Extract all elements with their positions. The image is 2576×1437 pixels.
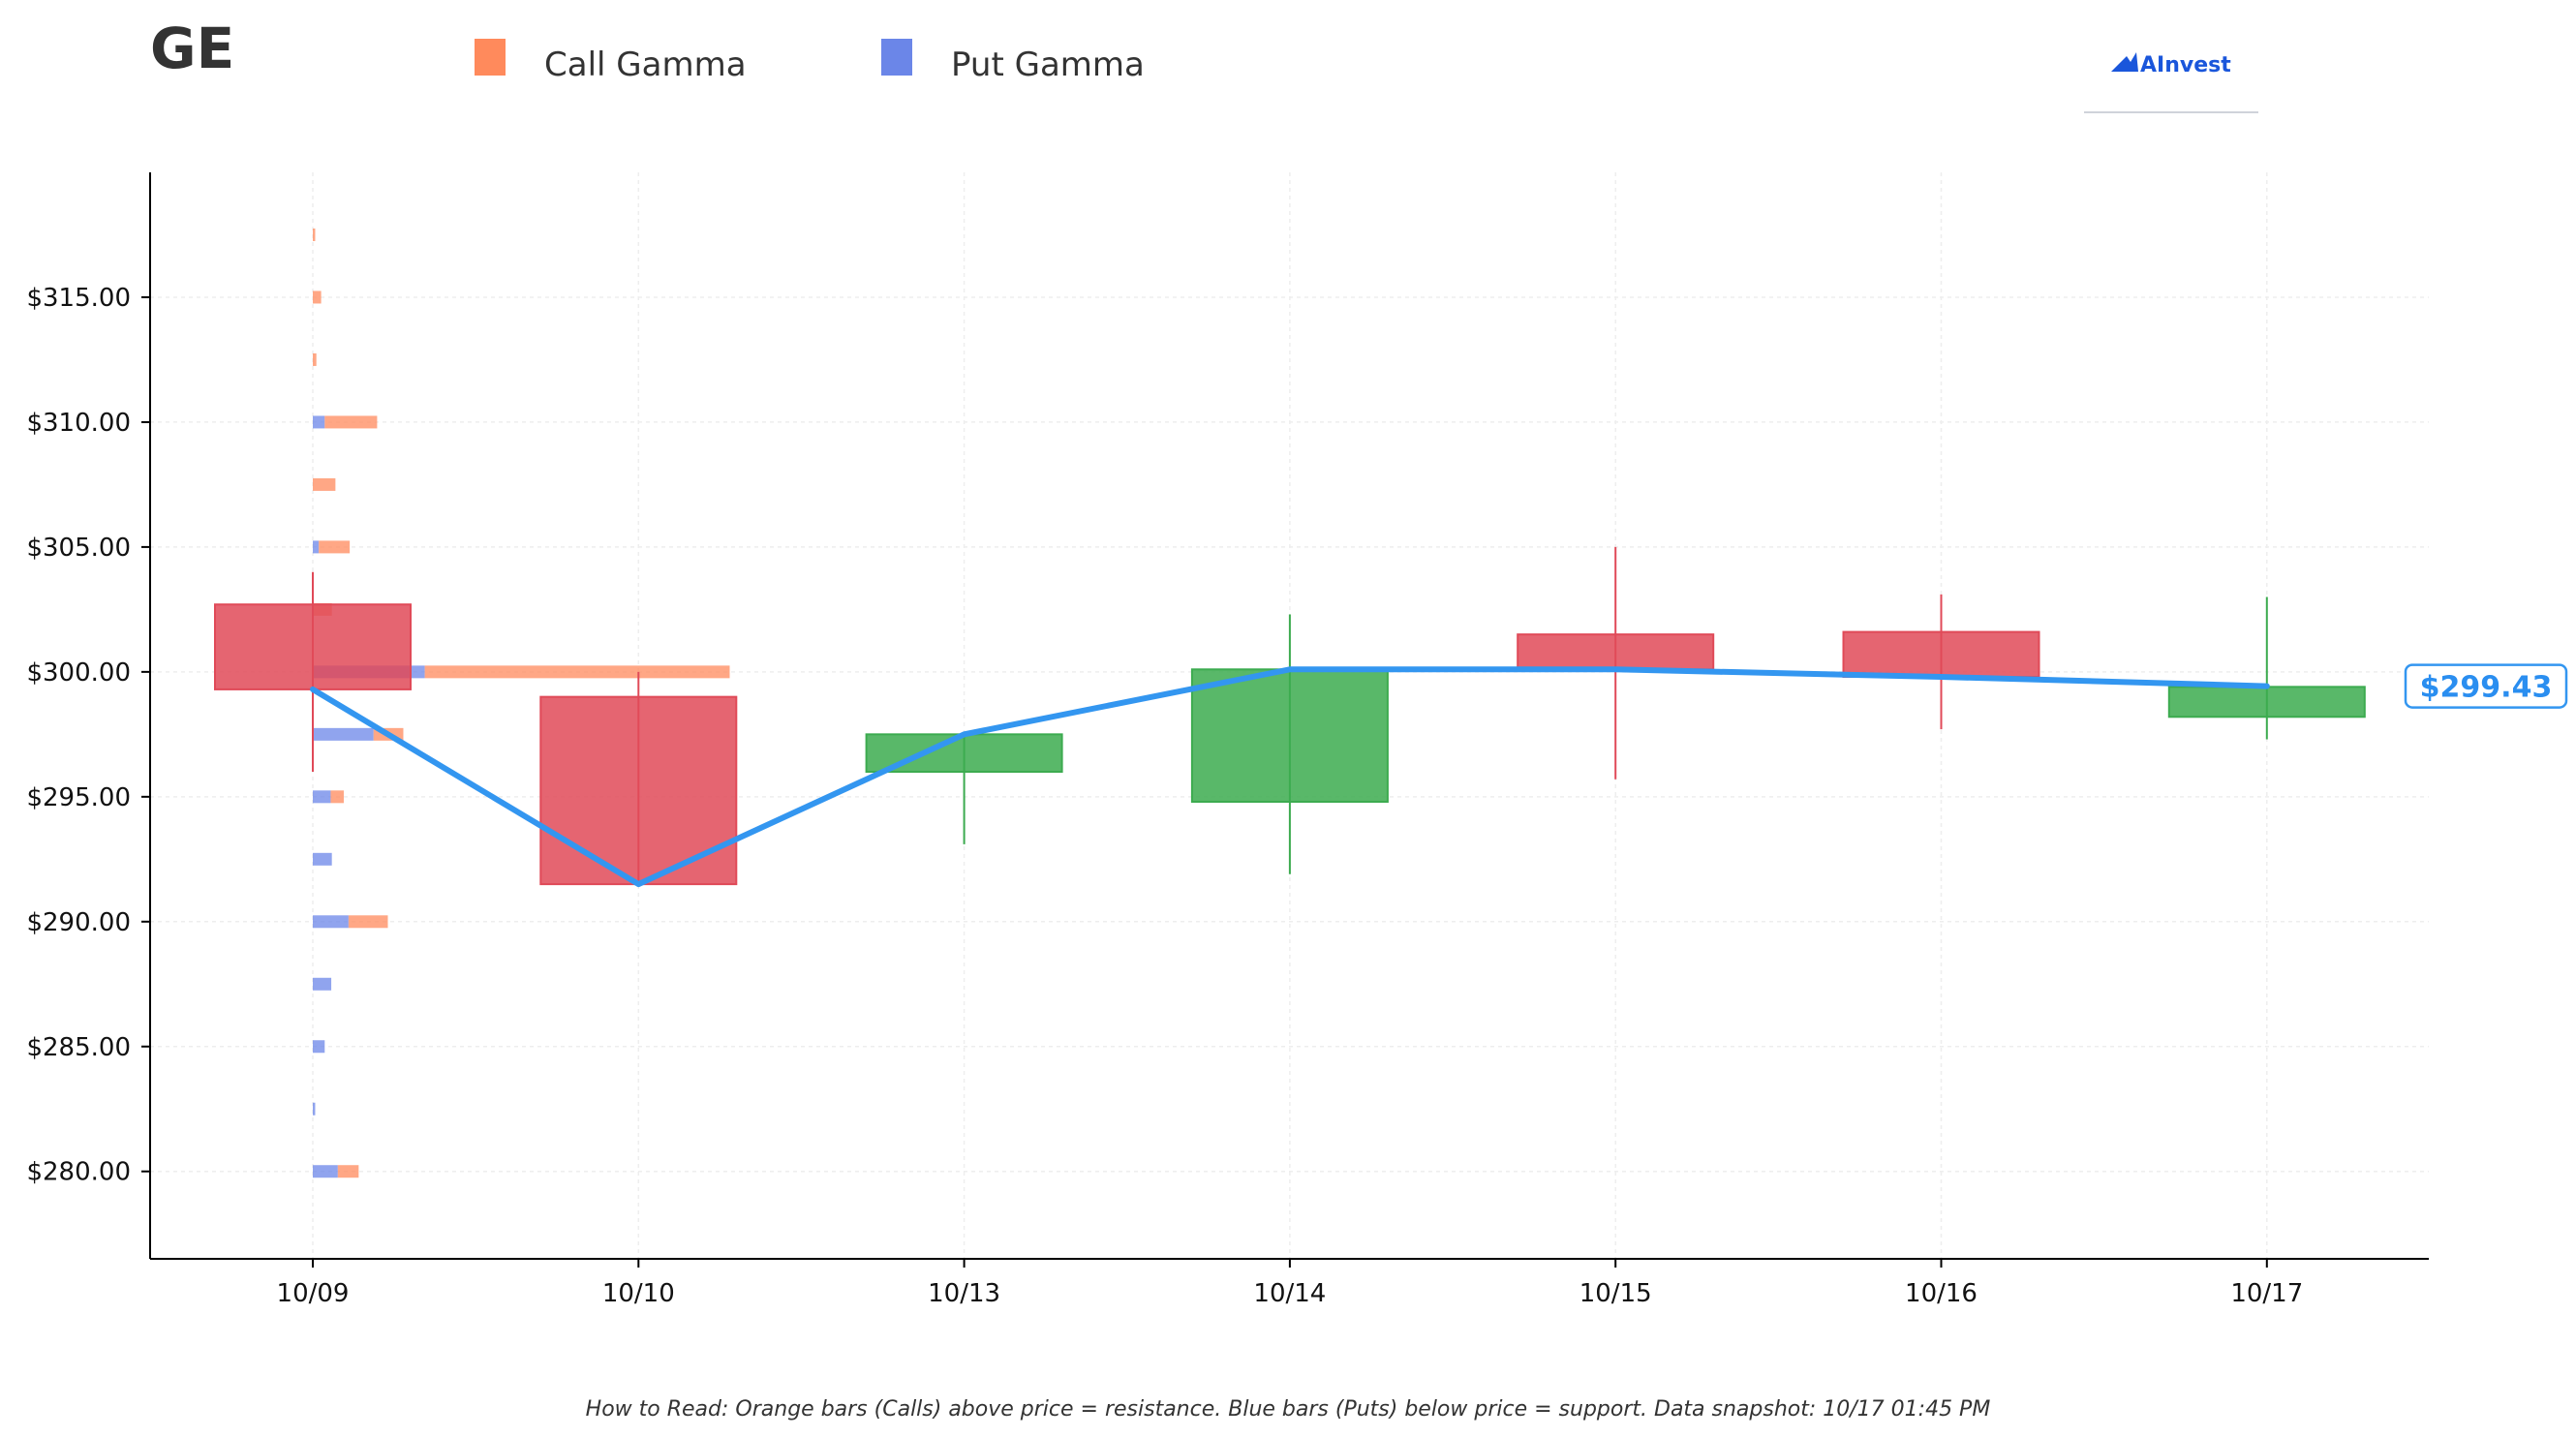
x-tick-label: 10/09	[277, 1279, 350, 1308]
y-tick-label: $300.00	[26, 658, 131, 688]
put-gamma-bar	[313, 790, 331, 804]
y-tick-label: $290.00	[26, 908, 131, 937]
put-gamma-bar	[313, 1102, 316, 1116]
call-gamma-bar	[324, 415, 378, 429]
x-tick-label: 10/10	[602, 1279, 675, 1308]
last-price-tag: $299.43	[2404, 663, 2568, 709]
call-gamma-bar	[424, 665, 730, 679]
x-tick-label: 10/15	[1579, 1279, 1652, 1308]
put-gamma-bar	[313, 1165, 338, 1178]
put-gamma-bar	[313, 977, 332, 991]
y-tick-label: $295.00	[26, 783, 131, 812]
call-gamma-bar	[313, 228, 316, 241]
call-gamma-bar	[313, 290, 322, 304]
call-gamma-bar	[330, 790, 344, 804]
y-tick-label: $305.00	[26, 534, 131, 563]
x-tick-label: 10/14	[1253, 1279, 1326, 1308]
x-tick-label: 10/13	[928, 1279, 1000, 1308]
y-tick-label: $310.00	[26, 409, 131, 438]
footnote: How to Read: Orange bars (Calls) above p…	[586, 1397, 1991, 1422]
chart-title: GE	[150, 15, 234, 81]
call-gamma-bar	[337, 1165, 359, 1178]
legend-swatch-call	[475, 39, 506, 76]
call-gamma-bar	[313, 477, 336, 491]
last-price-label: $299.43	[2420, 671, 2553, 705]
legend-label-call: Call Gamma	[544, 46, 747, 84]
candle-body-up	[1190, 668, 1389, 803]
put-gamma-bar	[313, 1040, 325, 1054]
legend-label-put: Put Gamma	[951, 46, 1145, 84]
y-tick-label: $285.00	[26, 1033, 131, 1062]
last-price-box	[2404, 663, 2568, 709]
axes: $280.00 $285.00 $290.00 $295.00 $300.00 $305.…	[26, 172, 2429, 1308]
put-gamma-bar	[313, 852, 332, 866]
candle-body-down	[1517, 633, 1715, 671]
put-gamma-bar	[313, 727, 374, 741]
legend-swatch-put	[881, 39, 912, 76]
logo-chart-icon	[2111, 52, 2138, 72]
price-line	[310, 666, 2270, 888]
candles	[214, 546, 2366, 886]
candle-body-down	[214, 603, 412, 690]
call-gamma-bar	[313, 352, 317, 366]
logo-text: AInvest	[2140, 53, 2231, 77]
call-gamma-bar	[319, 540, 351, 554]
put-gamma-bar	[313, 915, 349, 929]
call-gamma-bar	[348, 915, 388, 929]
ainvest-logo: AInvest	[2084, 52, 2258, 113]
candle-body-down	[539, 695, 738, 886]
candle-body-down	[1842, 630, 2040, 679]
y-tick-label: $315.00	[26, 284, 131, 313]
x-tick-label: 10/16	[1905, 1279, 1978, 1308]
x-tick-label: 10/17	[2230, 1279, 2303, 1308]
legend: Call Gamma Put Gamma	[475, 39, 1145, 84]
put-gamma-bar	[313, 540, 320, 554]
close-price-line	[310, 666, 2270, 888]
put-gamma-bar	[313, 415, 325, 429]
candle-body-up	[2167, 686, 2366, 718]
y-tick-label: $280.00	[26, 1158, 131, 1187]
